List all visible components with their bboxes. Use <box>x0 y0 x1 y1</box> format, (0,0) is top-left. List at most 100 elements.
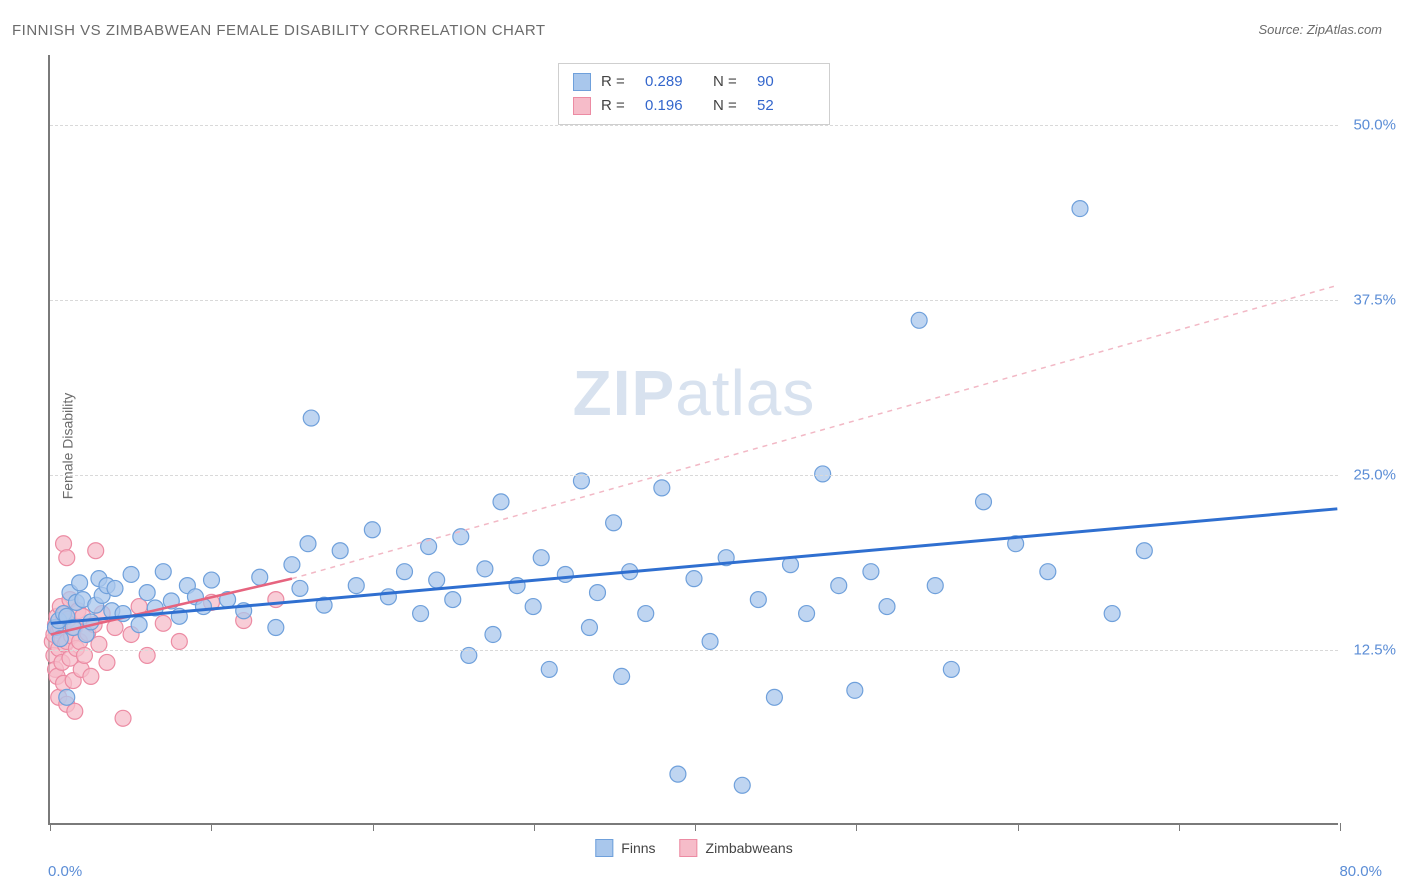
x-tick-mark <box>534 823 535 831</box>
data-point <box>493 494 509 510</box>
data-point <box>123 566 139 582</box>
data-point <box>943 661 959 677</box>
data-point <box>911 312 927 328</box>
data-point <box>204 572 220 588</box>
data-point <box>139 585 155 601</box>
data-point <box>638 606 654 622</box>
data-point <box>525 599 541 615</box>
legend-stats-row-finns: R = 0.289 N = 90 <box>573 70 815 94</box>
x-tick-mark <box>373 823 374 831</box>
legend-stats-box: R = 0.289 N = 90 R = 0.196 N = 52 <box>558 63 830 125</box>
data-point <box>654 480 670 496</box>
data-point <box>799 606 815 622</box>
regression-line <box>292 285 1337 578</box>
data-point <box>131 617 147 633</box>
x-tick-mark <box>695 823 696 831</box>
plot-area: ZIPatlas R = 0.289 N = 90 R = 0.196 N = … <box>48 55 1338 825</box>
stat-n-finns: 90 <box>757 70 815 94</box>
y-tick-label: 50.0% <box>1353 117 1396 134</box>
data-point <box>614 668 630 684</box>
data-point <box>171 633 187 649</box>
data-point <box>155 615 171 631</box>
stat-label-r: R = <box>601 94 635 118</box>
data-point <box>533 550 549 566</box>
x-tick-mark <box>856 823 857 831</box>
data-point <box>927 578 943 594</box>
data-point <box>750 592 766 608</box>
x-axis-min-label: 0.0% <box>48 863 82 880</box>
stat-label-n: N = <box>713 70 747 94</box>
data-point <box>766 689 782 705</box>
data-point <box>581 620 597 636</box>
x-tick-mark <box>1179 823 1180 831</box>
swatch-zimbabweans-bottom <box>680 839 698 857</box>
y-tick-label: 12.5% <box>1353 642 1396 659</box>
data-point <box>1104 606 1120 622</box>
chart-title: FINNISH VS ZIMBABWEAN FEMALE DISABILITY … <box>12 22 546 39</box>
data-point <box>292 580 308 596</box>
data-point <box>1040 564 1056 580</box>
data-point <box>590 585 606 601</box>
data-point <box>815 466 831 482</box>
data-point <box>1072 201 1088 217</box>
data-point <box>445 592 461 608</box>
data-point <box>83 668 99 684</box>
source-attribution: Source: ZipAtlas.com <box>1258 22 1382 37</box>
data-point <box>702 633 718 649</box>
data-point <box>485 627 501 643</box>
data-point <box>734 777 750 793</box>
swatch-finns <box>573 73 591 91</box>
data-point <box>107 580 123 596</box>
data-point <box>976 494 992 510</box>
data-point <box>155 564 171 580</box>
data-point <box>364 522 380 538</box>
data-point <box>284 557 300 573</box>
data-point <box>88 543 104 559</box>
data-point <box>300 536 316 552</box>
data-point <box>1136 543 1152 559</box>
data-point <box>380 589 396 605</box>
x-tick-mark <box>50 823 51 831</box>
data-point <box>252 569 268 585</box>
data-point <box>99 654 115 670</box>
swatch-finns-bottom <box>595 839 613 857</box>
x-tick-mark <box>1018 823 1019 831</box>
data-point <box>686 571 702 587</box>
x-axis-max-label: 80.0% <box>1339 863 1382 880</box>
data-point <box>303 410 319 426</box>
gridline-h <box>50 650 1338 651</box>
gridline-h <box>50 300 1338 301</box>
data-point <box>332 543 348 559</box>
data-point <box>348 578 364 594</box>
x-tick-mark <box>1340 823 1341 831</box>
data-point <box>831 578 847 594</box>
data-point <box>541 661 557 677</box>
data-point <box>413 606 429 622</box>
data-point <box>72 575 88 591</box>
y-tick-label: 37.5% <box>1353 292 1396 309</box>
stat-r-zimbabweans: 0.196 <box>645 94 703 118</box>
legend-stats-row-zimbabweans: R = 0.196 N = 52 <box>573 94 815 118</box>
data-point <box>670 766 686 782</box>
legend-label-zimbabweans: Zimbabweans <box>706 840 793 856</box>
data-point <box>557 566 573 582</box>
legend-bottom: Finns Zimbabweans <box>595 839 792 857</box>
chart-container: FINNISH VS ZIMBABWEAN FEMALE DISABILITY … <box>0 0 1406 892</box>
gridline-h <box>50 125 1338 126</box>
stat-label-n: N = <box>713 94 747 118</box>
stat-n-zimbabweans: 52 <box>757 94 815 118</box>
data-point <box>59 550 75 566</box>
data-point <box>606 515 622 531</box>
data-point <box>429 572 445 588</box>
data-point <box>56 536 72 552</box>
data-point <box>847 682 863 698</box>
data-point <box>59 689 75 705</box>
plot-svg <box>50 55 1338 823</box>
data-point <box>115 710 131 726</box>
regression-line <box>51 509 1338 624</box>
gridline-h <box>50 475 1338 476</box>
stat-label-r: R = <box>601 70 635 94</box>
legend-label-finns: Finns <box>621 840 655 856</box>
data-point <box>268 620 284 636</box>
y-tick-label: 25.0% <box>1353 467 1396 484</box>
